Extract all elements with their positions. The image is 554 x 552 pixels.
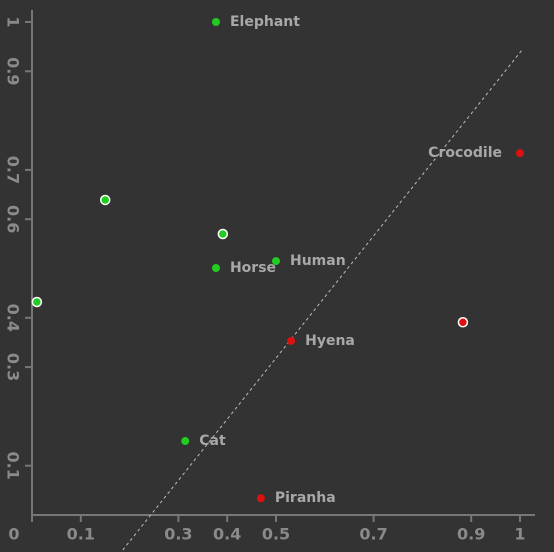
y-tick-label: 0.9 (4, 57, 23, 85)
x-tick-label: 0.5 (262, 525, 290, 544)
x-tick-label: 0.1 (67, 525, 95, 544)
point-label: Piranha (275, 490, 336, 506)
point (31, 296, 43, 308)
y-tick-label: 1 (4, 16, 23, 27)
y-tick-label: 0.6 (4, 205, 23, 233)
point (211, 18, 220, 26)
point-label: Elephant (230, 14, 300, 30)
point (217, 228, 229, 240)
y-tick-label: 0.7 (4, 156, 23, 184)
y-tick-label: 0.3 (4, 353, 23, 381)
point (516, 149, 524, 158)
point-label: Horse (230, 260, 276, 276)
point (99, 194, 111, 206)
point (272, 257, 280, 266)
y-tick-label: 0.1 (4, 452, 23, 480)
reference-line (122, 49, 523, 551)
point (211, 264, 220, 273)
point-label: Crocodile (428, 145, 502, 161)
point (287, 336, 296, 345)
x-tick-label: 0 (8, 525, 19, 544)
y-tick-label: 0.4 (4, 304, 23, 332)
point-label: Human (290, 253, 346, 269)
x-tick-label: 0.3 (164, 525, 192, 544)
point-label: Hyena (305, 333, 355, 349)
point-label: Cat (199, 433, 226, 449)
point (181, 437, 190, 446)
x-tick-label: 1 (514, 525, 525, 544)
point (256, 494, 265, 503)
point (457, 316, 469, 328)
x-tick-label: 0.4 (213, 525, 241, 544)
x-tick-label: 0.9 (457, 525, 485, 544)
x-tick-label: 0.7 (359, 525, 387, 544)
